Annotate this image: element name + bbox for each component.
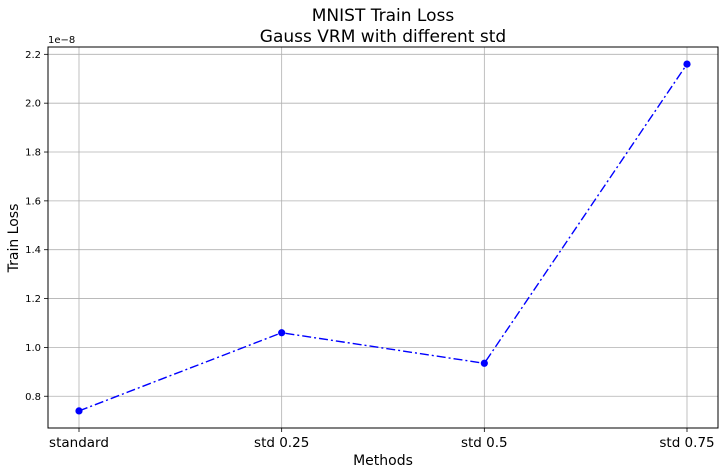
grid-lines — [48, 47, 718, 428]
plot-area-frame — [47, 46, 719, 429]
x-tick-label: std 0.75 — [659, 435, 714, 451]
y-axis-label: Train Loss — [6, 204, 22, 274]
y-tick-label: 0.8 — [25, 392, 41, 403]
x-tick-label: std 0.5 — [461, 435, 508, 451]
chart-title: MNIST Train Loss Gauss VRM with differen… — [260, 6, 506, 47]
y-tick-label: 1.4 — [25, 245, 41, 256]
y-axis-offset-label: 1e−8 — [48, 35, 75, 46]
y-tick-label: 2.2 — [25, 50, 41, 61]
data-point — [683, 60, 691, 68]
y-tick-label: 1.2 — [25, 294, 41, 305]
x-tick-label: std 0.25 — [254, 435, 309, 451]
y-tick-label: 1.6 — [25, 196, 41, 207]
y-axis-ticks: 0.8 1.0 1.2 1.4 1.6 1.8 2.0 2.2 — [25, 50, 48, 403]
data-point — [75, 407, 83, 415]
y-tick-label: 2.0 — [25, 99, 41, 110]
data-point — [480, 359, 488, 367]
series-layer — [75, 60, 691, 415]
chart-title-line-2: Gauss VRM with different std — [260, 27, 506, 47]
series-line — [78, 63, 688, 412]
data-point — [278, 329, 286, 337]
y-tick-label: 1.0 — [25, 343, 41, 354]
x-axis-ticks: standard std 0.25 std 0.5 std 0.75 — [49, 428, 715, 451]
chart-title-line-1: MNIST Train Loss — [312, 6, 455, 26]
x-axis-label: Methods — [353, 453, 413, 469]
x-tick-label: standard — [49, 435, 109, 451]
y-tick-label: 1.8 — [25, 148, 41, 159]
